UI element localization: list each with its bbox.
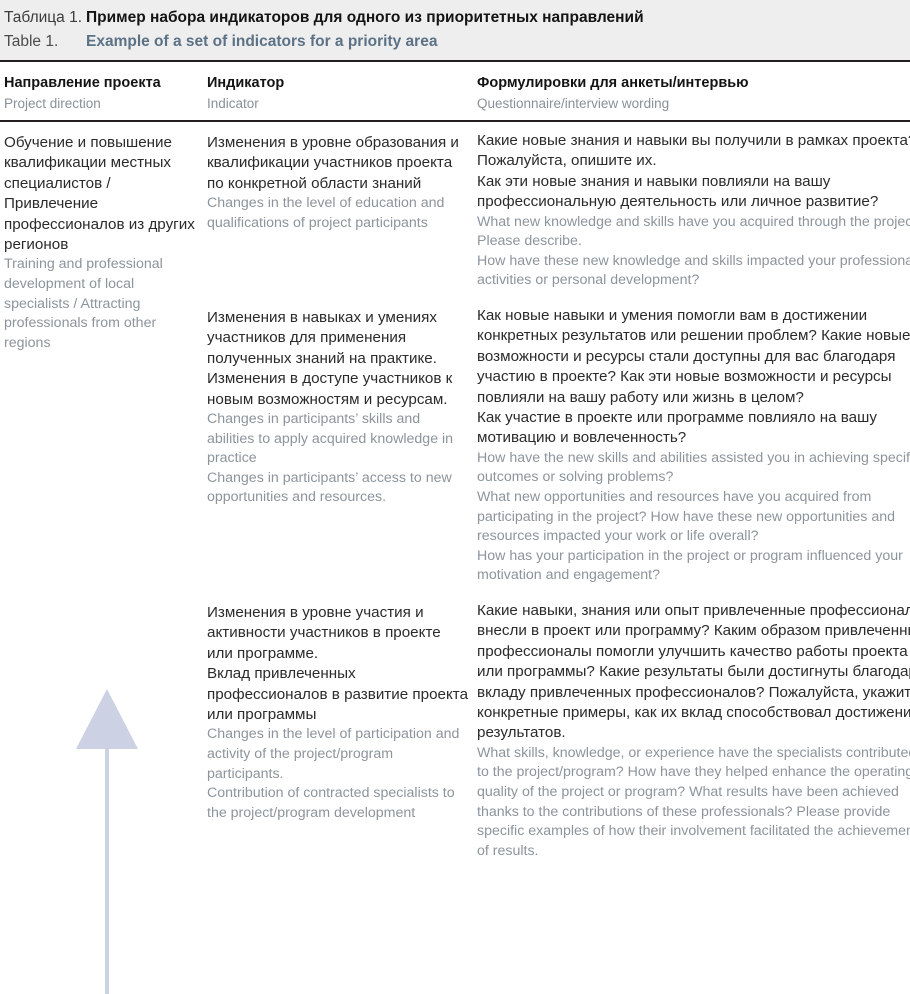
column-header-questionnaire-wording: Формулировки для анкеты/интервью Questio… (477, 74, 749, 113)
table-cell-wording: Какие новые знания и навыки вы получили … (477, 131, 910, 291)
table-title-en: Example of a set of indicators for a pri… (86, 33, 438, 50)
cell-text-ru: Как новые навыки и умения помогли вам в … (477, 307, 910, 447)
cell-text-en: Changes in the level of participation an… (207, 726, 460, 821)
column-header-ru: Индикатор (207, 75, 285, 91)
column-header-ru: Формулировки для анкеты/интервью (477, 75, 749, 91)
table-cell-indicator: Изменения в уровне образования и квалифи… (207, 133, 469, 233)
cell-text-ru: Изменения в уровне образования и квалифи… (207, 134, 459, 192)
arrow-head (76, 689, 138, 749)
column-header-project-direction: Направление проекта Project direction (4, 74, 161, 113)
caption-line-english: Table 1. Example of a set of indicators f… (4, 33, 437, 51)
cell-text-en: Changes in the level of education and qu… (207, 195, 445, 231)
cell-text-ru: Какие новые знания и навыки вы получили … (477, 132, 910, 211)
table-cell-indicator: Изменения в навыках и умениях участников… (207, 308, 469, 508)
column-header-indicator: Индикатор Indicator (207, 74, 284, 113)
column-header-en: Indicator (207, 96, 259, 111)
cell-text-en: How have the new skills and abilities as… (477, 449, 910, 584)
column-header-en: Questionnaire/interview wording (477, 96, 670, 111)
cell-text-ru: Изменения в навыках и умениях участников… (207, 309, 453, 408)
table-caption-band: Таблица 1. Пример набора индикаторов для … (0, 0, 910, 62)
table-body: Обучение и повышение квалификации местны… (0, 122, 910, 994)
table-number-label-ru: Таблица 1. (4, 9, 83, 26)
cell-text-en: What skills, knowledge, or experience ha… (477, 744, 910, 859)
caption-line-russian: Таблица 1. Пример набора индикаторов для … (4, 9, 644, 27)
cell-text-en: Changes in participants’ skills and abil… (207, 411, 454, 506)
arrow-stem (105, 747, 109, 994)
cell-text-en: What new knowledge and skills have you a… (477, 213, 910, 289)
table-number-label-en: Table 1. (4, 33, 59, 50)
table-cell-wording: Как новые навыки и умения помогли вам в … (477, 306, 910, 586)
table-cell-direction: Обучение и повышение квалификации местны… (4, 133, 200, 353)
table-cell-indicator: Изменения в уровне участия и активности … (207, 603, 469, 823)
cell-text-ru: Какие навыки, знания или опыт привлеченн… (477, 602, 910, 742)
table-header-row: Направление проекта Project direction Ин… (0, 62, 910, 122)
table-cell-wording: Какие навыки, знания или опыт привлеченн… (477, 601, 910, 861)
column-header-ru: Направление проекта (4, 75, 161, 91)
table-title-ru: Пример набора индикаторов для одного из … (86, 9, 644, 26)
cell-text-ru: Обучение и повышение квалификации местны… (4, 134, 195, 254)
up-arrow-icon (76, 689, 140, 994)
cell-text-en: Training and professional development of… (4, 256, 163, 351)
column-header-en: Project direction (4, 96, 101, 111)
cell-text-ru: Изменения в уровне участия и активности … (207, 604, 469, 724)
